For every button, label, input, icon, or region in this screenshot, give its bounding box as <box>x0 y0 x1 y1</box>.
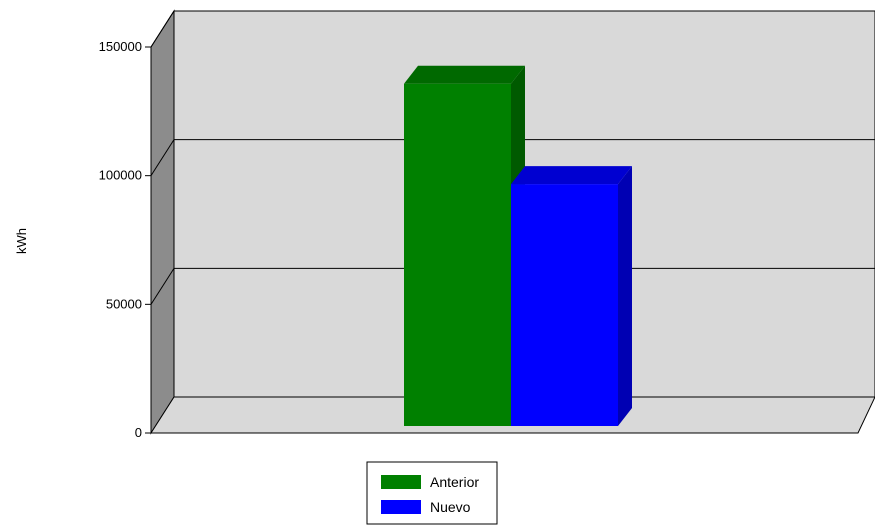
legend: Anterior Nuevo <box>366 461 498 525</box>
y-axis: 0 50000 100000 150000 <box>99 39 152 440</box>
grid-line-side <box>150 139 175 176</box>
plot-side-wall <box>150 9 175 435</box>
legend-label-nuevo: Nuevo <box>430 499 471 515</box>
grid-line-side <box>150 10 175 48</box>
bar-side <box>618 166 632 426</box>
y-axis-title: kWh <box>14 228 29 254</box>
bar-front <box>511 184 618 426</box>
y-tick-label: 100000 <box>99 168 142 183</box>
y-tick-label: 50000 <box>106 296 142 311</box>
grid-line-side <box>150 268 175 305</box>
legend-swatch-nuevo <box>381 500 421 514</box>
bars <box>404 65 632 426</box>
bar-top <box>511 166 632 185</box>
bar-top <box>404 65 525 84</box>
bar-front <box>404 83 511 426</box>
legend-label-anterior: Anterior <box>430 474 479 490</box>
bar-anterior <box>404 65 525 426</box>
y-tick-label: 0 <box>135 425 142 440</box>
y-tick-label: 150000 <box>99 39 142 54</box>
legend-swatch-anterior <box>381 475 421 489</box>
bar-nuevo <box>511 166 632 426</box>
